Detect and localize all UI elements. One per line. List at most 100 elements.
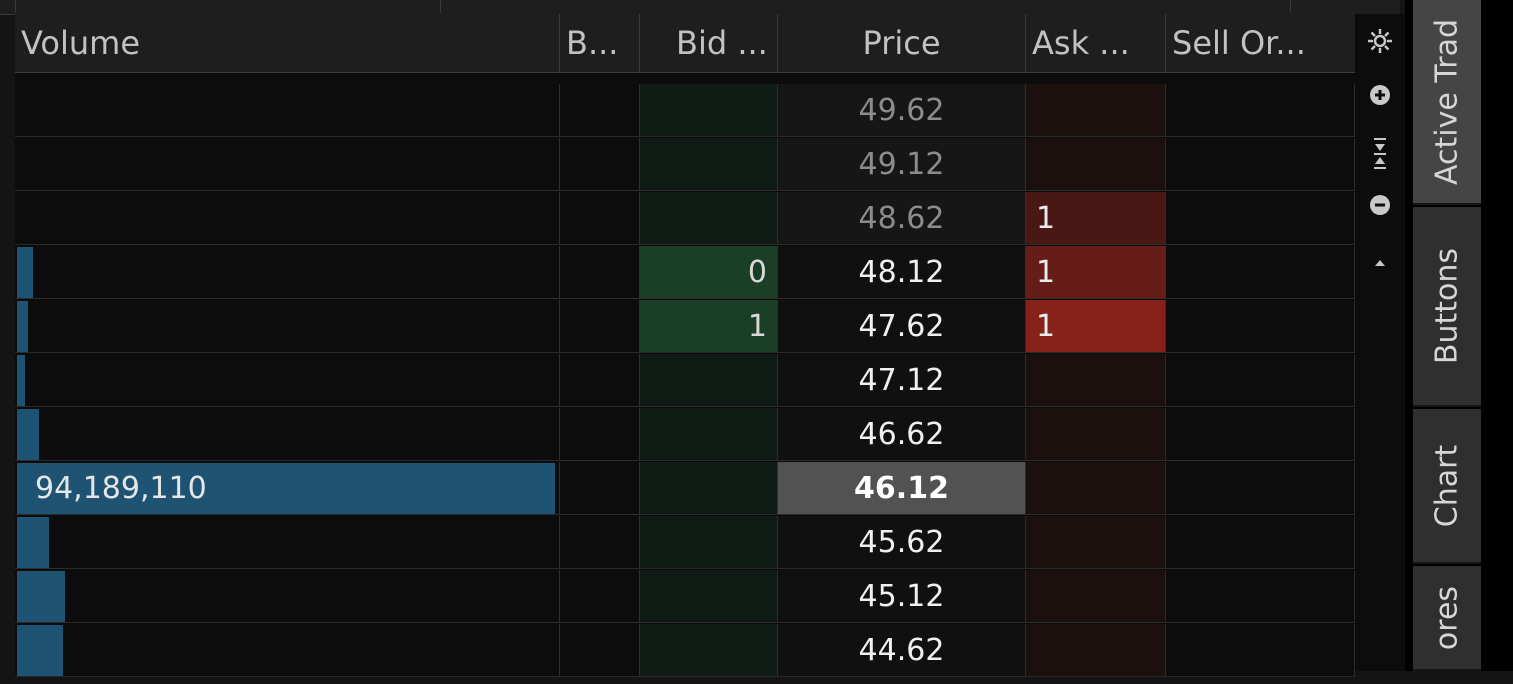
sell-orders-cell[interactable]: [1166, 138, 1355, 191]
volume-bar: [17, 409, 39, 460]
ask-size-cell[interactable]: [1026, 354, 1166, 407]
bid-size-cell[interactable]: [640, 192, 778, 245]
column-header-volume[interactable]: Volume: [15, 14, 560, 72]
price-cell[interactable]: 47.12: [778, 354, 1026, 407]
buy-orders-cell[interactable]: [560, 246, 640, 299]
ladder-row: 45.62: [15, 516, 1355, 570]
ladder-rows: 49.62 49.12 48.62 1 0 48.12 1 1 47.62 1 47.12 46.62…: [15, 84, 1355, 684]
volume-cell: [15, 138, 560, 191]
sell-orders-cell[interactable]: [1166, 570, 1355, 623]
ask-size-cell[interactable]: 1: [1026, 192, 1166, 245]
price-cell[interactable]: 45.12: [778, 570, 1026, 623]
ask-size-cell[interactable]: 1: [1026, 246, 1166, 299]
price-cell[interactable]: 48.62: [778, 192, 1026, 245]
ask-size-cell[interactable]: [1026, 624, 1166, 677]
ladder-toolbar: [1355, 14, 1405, 671]
ladder-header: Volume B... Bid ... Price Ask ... Sell O…: [15, 14, 1355, 73]
sell-orders-cell[interactable]: [1166, 246, 1355, 299]
bid-size-cell[interactable]: [640, 570, 778, 623]
top-strip-segment: [15, 0, 441, 13]
sell-orders-cell[interactable]: [1166, 624, 1355, 677]
buy-orders-cell[interactable]: [560, 192, 640, 245]
ladder-row: 0 48.12 1: [15, 246, 1355, 300]
sell-orders-cell[interactable]: [1166, 516, 1355, 569]
tab-chart[interactable]: Chart: [1413, 409, 1481, 564]
sell-orders-cell[interactable]: [1166, 462, 1355, 515]
tab-label: ores: [1429, 585, 1465, 650]
bid-size-cell[interactable]: [640, 84, 778, 137]
price-cell[interactable]: 44.62: [778, 624, 1026, 677]
ladder-row: 44.62: [15, 624, 1355, 678]
volume-bar: [17, 517, 50, 568]
buy-orders-cell[interactable]: [560, 624, 640, 677]
volume-cell: [15, 408, 560, 461]
column-header-bid-size[interactable]: Bid ...: [640, 14, 778, 72]
settings-icon[interactable]: [1355, 28, 1405, 60]
bid-size-cell[interactable]: [640, 354, 778, 407]
bid-size-cell[interactable]: [640, 516, 778, 569]
volume-bar: [17, 571, 66, 622]
sell-orders-cell[interactable]: [1166, 354, 1355, 407]
column-header-buy-orders[interactable]: B...: [560, 14, 640, 72]
buy-orders-cell[interactable]: [560, 408, 640, 461]
bid-size-cell[interactable]: [640, 624, 778, 677]
buy-orders-cell[interactable]: [560, 570, 640, 623]
volume-bar: [17, 247, 34, 298]
tab-label: Chart: [1429, 444, 1465, 527]
bid-size-cell[interactable]: 0: [640, 246, 778, 299]
ladder-row: 47.12: [15, 354, 1355, 408]
ladder-row: 1 47.62 1: [15, 300, 1355, 354]
sell-orders-cell[interactable]: [1166, 84, 1355, 137]
last-price-cell[interactable]: 46.12: [778, 462, 1026, 515]
scroll-up-icon[interactable]: [1355, 246, 1405, 274]
center-icon[interactable]: [1355, 136, 1405, 178]
ask-size-cell[interactable]: [1026, 570, 1166, 623]
buy-orders-cell[interactable]: [560, 354, 640, 407]
ask-size-cell[interactable]: [1026, 408, 1166, 461]
bid-size-cell[interactable]: 1: [640, 300, 778, 353]
tab-stores[interactable]: ores: [1413, 566, 1481, 671]
column-header-price[interactable]: Price: [778, 14, 1026, 72]
buy-orders-cell[interactable]: [560, 516, 640, 569]
volume-bar: [17, 463, 555, 514]
ladder-row: 49.12: [15, 138, 1355, 192]
sell-orders-cell[interactable]: [1166, 192, 1355, 245]
ask-size-cell[interactable]: 1: [1026, 300, 1166, 353]
volume-cell: [15, 516, 560, 569]
ladder-row: 48.62 1: [15, 192, 1355, 246]
ladder-row: 94,189,110 46.12: [15, 462, 1355, 516]
volume-value: 94,189,110: [35, 471, 207, 506]
buy-orders-cell[interactable]: [560, 300, 640, 353]
buy-orders-cell[interactable]: [560, 462, 640, 515]
top-strip-segment: [1290, 0, 1401, 13]
tab-active-trader[interactable]: Active Trad: [1413, 0, 1481, 205]
price-cell[interactable]: 48.12: [778, 246, 1026, 299]
ask-size-cell[interactable]: [1026, 84, 1166, 137]
ask-size-cell[interactable]: [1026, 462, 1166, 515]
price-cell[interactable]: 46.62: [778, 408, 1026, 461]
buy-orders-cell[interactable]: [560, 138, 640, 191]
volume-cell: [15, 300, 560, 353]
volume-cell: 94,189,110: [15, 462, 560, 515]
side-tab-strip: Active Trad Buttons Chart ores: [1405, 0, 1513, 671]
zoom-in-icon[interactable]: [1355, 84, 1405, 112]
volume-cell: [15, 84, 560, 137]
column-header-ask-size[interactable]: Ask ...: [1026, 14, 1166, 72]
price-cell[interactable]: 47.62: [778, 300, 1026, 353]
ask-size-cell[interactable]: [1026, 516, 1166, 569]
sell-orders-cell[interactable]: [1166, 408, 1355, 461]
ladder-row: 45.12: [15, 570, 1355, 624]
bid-size-cell[interactable]: [640, 462, 778, 515]
tab-buttons[interactable]: Buttons: [1413, 207, 1481, 407]
price-cell[interactable]: 49.12: [778, 138, 1026, 191]
price-cell[interactable]: 49.62: [778, 84, 1026, 137]
ask-size-cell[interactable]: [1026, 138, 1166, 191]
bid-size-cell[interactable]: [640, 138, 778, 191]
sell-orders-cell[interactable]: [1166, 300, 1355, 353]
buy-orders-cell[interactable]: [560, 84, 640, 137]
column-header-sell-orders[interactable]: Sell Or...: [1172, 24, 1306, 62]
zoom-out-icon[interactable]: [1355, 194, 1405, 222]
bid-size-cell[interactable]: [640, 408, 778, 461]
volume-cell: [15, 192, 560, 245]
price-cell[interactable]: 45.62: [778, 516, 1026, 569]
